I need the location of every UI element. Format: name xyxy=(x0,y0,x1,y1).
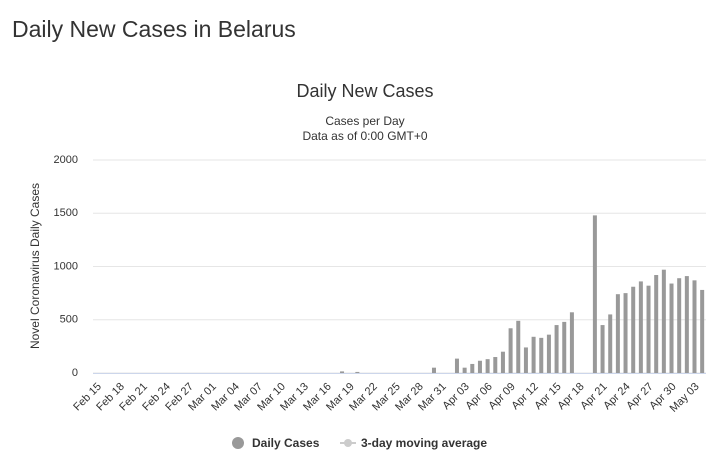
y-tick-label: 1500 xyxy=(54,207,78,219)
bar xyxy=(493,357,498,373)
bar xyxy=(462,367,467,373)
bar xyxy=(539,337,544,373)
legend-symbol xyxy=(232,437,244,449)
chart-title: Daily New Cases xyxy=(296,81,433,101)
bar xyxy=(654,275,659,373)
bar xyxy=(646,285,651,373)
y-tick-label: 500 xyxy=(60,314,78,326)
y-axis-label: Novel Coronavirus Daily Cases xyxy=(28,183,42,349)
bar xyxy=(454,358,459,373)
legend-symbol xyxy=(344,439,352,447)
bar xyxy=(615,294,620,373)
y-tick-label: 2000 xyxy=(54,154,78,166)
page-title: Daily New Cases in Belarus xyxy=(12,16,296,42)
chart-subtitle: Cases per Day xyxy=(325,114,404,128)
bar xyxy=(470,363,475,373)
bar xyxy=(554,325,559,373)
bar xyxy=(669,283,674,373)
bar xyxy=(684,276,689,373)
bar xyxy=(638,281,643,373)
bar xyxy=(485,359,490,373)
bar xyxy=(631,286,636,373)
bar xyxy=(531,336,536,373)
bar xyxy=(523,347,528,373)
y-tick-label: 0 xyxy=(72,367,78,379)
bar xyxy=(592,215,597,373)
bar xyxy=(569,312,574,373)
chart-subtitle: Data as of 0:00 GMT+0 xyxy=(302,129,427,143)
bar xyxy=(546,334,551,373)
bar xyxy=(700,289,705,373)
bar xyxy=(692,280,697,373)
y-tick-label: 1000 xyxy=(54,260,78,272)
bar xyxy=(608,314,613,373)
legend-label[interactable]: Daily Cases xyxy=(252,436,320,450)
legend-label[interactable]: 3-day moving average xyxy=(361,436,487,450)
bar xyxy=(600,325,605,373)
bar xyxy=(477,360,482,373)
bar xyxy=(431,367,436,373)
bar xyxy=(355,371,360,373)
bar xyxy=(661,269,666,373)
bar xyxy=(677,278,682,373)
bar xyxy=(623,293,628,373)
bar xyxy=(500,351,505,373)
bar xyxy=(516,320,521,373)
bar xyxy=(508,328,513,373)
bar xyxy=(562,321,567,373)
bar xyxy=(340,371,345,373)
